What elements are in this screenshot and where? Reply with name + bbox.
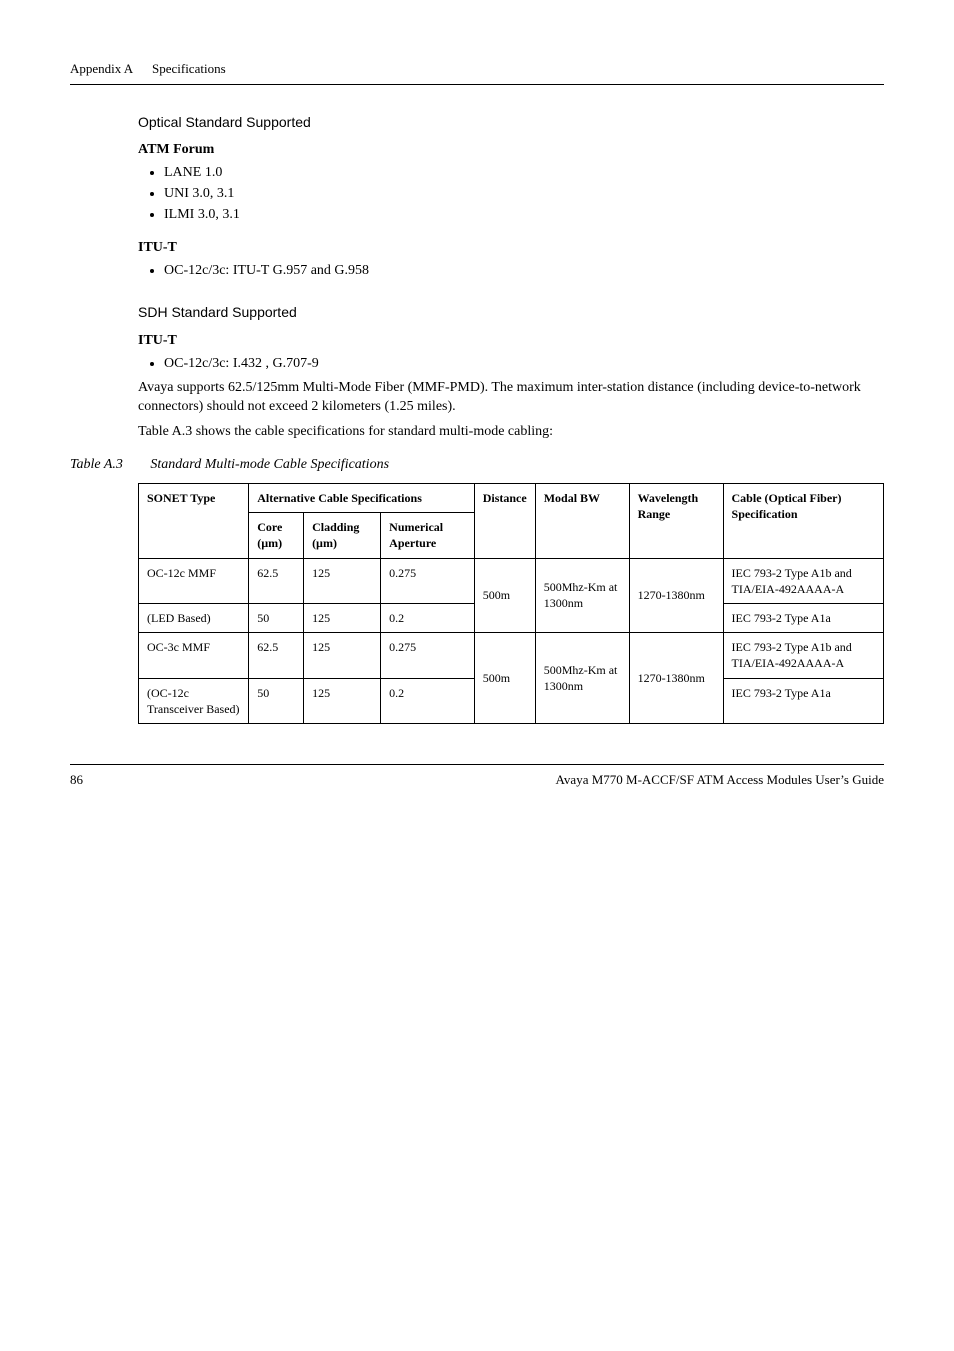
cell-cable: IEC 793-2 Type A1a bbox=[723, 678, 883, 723]
page-footer: 86 Avaya M770 M-ACCF/SF ATM Access Modul… bbox=[70, 764, 884, 789]
atm-heading: ATM Forum bbox=[138, 141, 884, 160]
cell-core: 62.5 bbox=[249, 558, 304, 603]
atm-list: LANE 1.0 UNI 3.0, 3.1 ILMI 3.0, 3.1 bbox=[138, 164, 884, 225]
itu-sdh-list: OC-12c/3c: I.432 , G.707-9 bbox=[138, 355, 884, 374]
sdh-title: SDH Standard Supported bbox=[138, 303, 884, 322]
table-row: OC-3c MMF 62.5 125 0.275 500m 500Mhz-Km … bbox=[139, 633, 884, 678]
itu-optical-list: OC-12c/3c: ITU-T G.957 and G.958 bbox=[138, 262, 884, 281]
atm-item: ILMI 3.0, 3.1 bbox=[164, 206, 884, 225]
cell-core: 50 bbox=[249, 603, 304, 632]
atm-item: LANE 1.0 bbox=[164, 164, 884, 183]
col-wavelength: Wavelength Range bbox=[629, 484, 723, 559]
itu-heading-optical: ITU-T bbox=[138, 239, 884, 258]
cell-aperture: 0.2 bbox=[381, 678, 475, 723]
cell-sonet: (OC-12c Transceiver Based) bbox=[139, 678, 249, 723]
col-cable: Cable (Optical Fiber) Specification bbox=[723, 484, 883, 559]
itu-heading-sdh: ITU-T bbox=[138, 332, 884, 351]
footer-doc-title: Avaya M770 M-ACCF/SF ATM Access Modules … bbox=[556, 771, 885, 789]
itu-optical-item: OC-12c/3c: ITU-T G.957 and G.958 bbox=[164, 262, 884, 281]
cell-aperture: 0.275 bbox=[381, 633, 475, 678]
cell-core: 62.5 bbox=[249, 633, 304, 678]
header-title: Specifications bbox=[152, 61, 226, 76]
optical-title: Optical Standard Supported bbox=[138, 113, 884, 132]
cell-cladding: 125 bbox=[304, 558, 381, 603]
table-caption-label: Table A.3 bbox=[70, 457, 123, 472]
sdh-paragraph-2: Table A.3 shows the cable specifications… bbox=[138, 423, 884, 442]
header-appendix: Appendix A bbox=[70, 61, 132, 76]
col-cladding: Cladding (µm) bbox=[304, 513, 381, 558]
cell-cladding: 125 bbox=[304, 678, 381, 723]
cell-modal: 500Mhz-Km at 1300nm bbox=[535, 558, 629, 633]
cell-aperture: 0.275 bbox=[381, 558, 475, 603]
cell-sonet: (LED Based) bbox=[139, 603, 249, 632]
col-core: Core (µm) bbox=[249, 513, 304, 558]
table-caption: Table A.3 Standard Multi-mode Cable Spec… bbox=[70, 456, 884, 475]
cell-sonet: OC-3c MMF bbox=[139, 633, 249, 678]
cell-wavelength: 1270-1380nm bbox=[629, 558, 723, 633]
page-header: Appendix A Specifications bbox=[70, 60, 884, 85]
sdh-paragraph-1: Avaya supports 62.5/125mm Multi-Mode Fib… bbox=[138, 379, 884, 417]
cell-wavelength: 1270-1380nm bbox=[629, 633, 723, 724]
col-distance: Distance bbox=[474, 484, 535, 559]
cell-cable: IEC 793-2 Type A1b and TIA/EIA-492AAAA-A bbox=[723, 558, 883, 603]
table-header-row-1: SONET Type Alternative Cable Specificati… bbox=[139, 484, 884, 513]
cell-distance: 500m bbox=[474, 633, 535, 724]
itu-sdh-item: OC-12c/3c: I.432 , G.707-9 bbox=[164, 355, 884, 374]
cell-distance: 500m bbox=[474, 558, 535, 633]
cell-cable: IEC 793-2 Type A1b and TIA/EIA-492AAAA-A bbox=[723, 633, 883, 678]
cell-sonet: OC-12c MMF bbox=[139, 558, 249, 603]
table-caption-title: Standard Multi-mode Cable Specifications bbox=[150, 457, 389, 472]
footer-page-number: 86 bbox=[70, 771, 83, 789]
cell-modal: 500Mhz-Km at 1300nm bbox=[535, 633, 629, 724]
col-modal: Modal BW bbox=[535, 484, 629, 559]
col-altcable: Alternative Cable Specifications bbox=[249, 484, 474, 513]
cell-aperture: 0.2 bbox=[381, 603, 475, 632]
atm-item: UNI 3.0, 3.1 bbox=[164, 185, 884, 204]
cell-cable: IEC 793-2 Type A1a bbox=[723, 603, 883, 632]
cell-cladding: 125 bbox=[304, 633, 381, 678]
cell-cladding: 125 bbox=[304, 603, 381, 632]
table-row: OC-12c MMF 62.5 125 0.275 500m 500Mhz-Km… bbox=[139, 558, 884, 603]
col-sonet: SONET Type bbox=[139, 484, 249, 559]
cell-core: 50 bbox=[249, 678, 304, 723]
col-aperture: Numerical Aperture bbox=[381, 513, 475, 558]
spec-table: SONET Type Alternative Cable Specificati… bbox=[138, 483, 884, 724]
